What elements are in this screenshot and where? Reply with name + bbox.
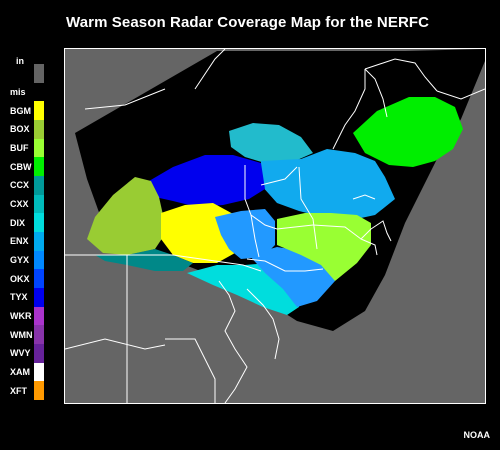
- legend-label: WMN: [10, 329, 33, 340]
- radar-coverage-map[interactable]: [64, 48, 486, 404]
- legend-swatch: [34, 213, 44, 233]
- legend-label: XAM: [10, 367, 30, 377]
- legend-label: DIX: [10, 217, 26, 228]
- legend-swatch: [34, 344, 44, 363]
- legend-unit: in: [16, 56, 24, 66]
- boundary-lines: [65, 49, 485, 403]
- legend-swatch: [34, 120, 44, 139]
- legend-swatch: [34, 82, 44, 102]
- map-svg: [65, 49, 485, 403]
- legend-label: CBW: [10, 161, 32, 172]
- zone-buf: [277, 213, 371, 281]
- legend-swatch: [34, 362, 44, 382]
- legend-swatch: [34, 250, 44, 270]
- legend-swatch: [34, 269, 44, 289]
- zone-okx: [249, 247, 335, 307]
- map-title: Warm Season Radar Coverage Map for the N…: [66, 14, 430, 31]
- legend-label: BUF: [10, 143, 29, 153]
- zone-box: [87, 177, 163, 255]
- legend-swatch: [34, 64, 44, 83]
- legend-swatch: [34, 194, 44, 214]
- legend-swatch: [34, 138, 44, 158]
- legend-swatch: [34, 306, 44, 326]
- legend-swatch: [34, 176, 44, 195]
- legend-label: BGM: [10, 105, 31, 116]
- zone-enx: [261, 149, 395, 221]
- legend-swatch: [34, 325, 44, 345]
- legend-label: ENX: [10, 236, 29, 247]
- legend-label: CCX: [10, 180, 30, 191]
- legend-label: GYX: [10, 255, 30, 265]
- legend-swatch: [34, 101, 44, 121]
- legend-swatch: [34, 157, 44, 177]
- legend-label: mis: [10, 87, 26, 97]
- legend-colorbar: [34, 64, 44, 401]
- legend-label: BOX: [10, 124, 30, 135]
- legend-swatch: [34, 381, 44, 401]
- zone-tyx: [149, 155, 265, 207]
- zone-cbw: [353, 97, 463, 167]
- credit-label: NOAA: [463, 430, 491, 440]
- legend-label: CXX: [10, 199, 29, 209]
- legend-label: TYX: [10, 292, 28, 303]
- legend-swatch: [34, 288, 44, 307]
- zone-cxx: [229, 123, 313, 163]
- legend-label: XFT: [10, 385, 27, 396]
- legend-label: WKR: [10, 311, 32, 321]
- legend-swatch: [34, 232, 44, 251]
- legend-label: WVY: [10, 348, 31, 359]
- legend-label: OKX: [10, 273, 30, 284]
